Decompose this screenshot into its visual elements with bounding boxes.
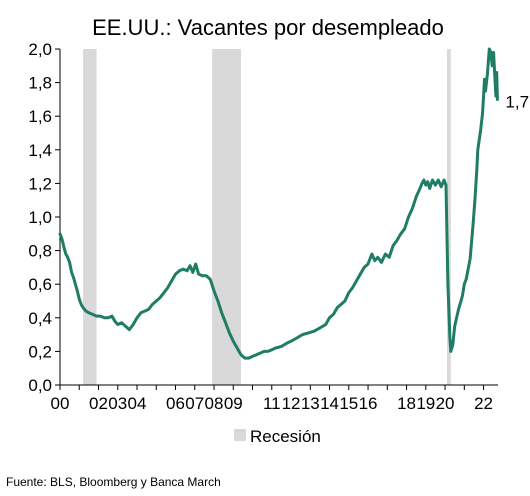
x-tick-label: 18 xyxy=(397,394,416,413)
y-tick-label: 1,8 xyxy=(28,74,52,93)
x-tick-label: 13 xyxy=(301,394,320,413)
x-tick-label: 12 xyxy=(282,394,301,413)
x-tick-label: 20 xyxy=(436,394,455,413)
x-tick-label: 04 xyxy=(128,394,147,413)
recession-bands xyxy=(83,49,451,385)
x-tick-label: 22 xyxy=(474,394,493,413)
recession-band-1 xyxy=(212,49,241,385)
x-tick-label: 06 xyxy=(166,394,185,413)
x-tick-label: 14 xyxy=(320,394,339,413)
chart-title: EE.UU.: Vacantes por desempleado xyxy=(92,15,444,40)
y-tick-label: 1,6 xyxy=(28,107,52,126)
x-tick-label: 09 xyxy=(224,394,243,413)
x-tick-label: 07 xyxy=(185,394,204,413)
series-layer xyxy=(58,47,499,360)
y-tick-label: 1,0 xyxy=(28,208,52,227)
x-tick-label: 15 xyxy=(339,394,358,413)
x-tick-label: 02 xyxy=(89,394,108,413)
recession-band-0 xyxy=(83,49,97,385)
x-tick-label: 16 xyxy=(359,394,378,413)
y-tick-label: 0,0 xyxy=(28,376,52,395)
end-value-label: 1,7 xyxy=(505,92,529,111)
legend: Recesión xyxy=(234,427,321,446)
x-tick-label: 19 xyxy=(416,394,435,413)
y-tick-label: 1,2 xyxy=(28,174,52,193)
source-note: Fuente: BLS, Bloomberg y Banca March xyxy=(6,475,221,489)
legend-swatch-recession xyxy=(234,429,246,441)
chart: EE.UU.: Vacantes por desempleado 0,0 0,2 0… xyxy=(28,15,529,446)
y-tick-label: 0,4 xyxy=(28,309,52,328)
x-tick-label: 03 xyxy=(108,394,127,413)
series-line-0 xyxy=(58,47,499,360)
x-tick-label: 11 xyxy=(263,394,281,413)
legend-label-recession: Recesión xyxy=(250,427,321,446)
x-tick-label: 08 xyxy=(205,394,224,413)
y-tick-label: 0,6 xyxy=(28,275,52,294)
labels: 1,7 xyxy=(505,92,529,111)
y-tick-label: 1,4 xyxy=(28,141,52,160)
y-tick-label: 0,8 xyxy=(28,242,52,261)
y-tick-label: 2,0 xyxy=(28,40,52,59)
axes: 0,00,20,40,60,81,01,21,41,61,82,000 02 03 0… xyxy=(28,40,498,413)
x-tick-label: 00 xyxy=(51,394,70,413)
recession-band-2 xyxy=(446,49,451,385)
y-tick-label: 0,2 xyxy=(28,342,52,361)
